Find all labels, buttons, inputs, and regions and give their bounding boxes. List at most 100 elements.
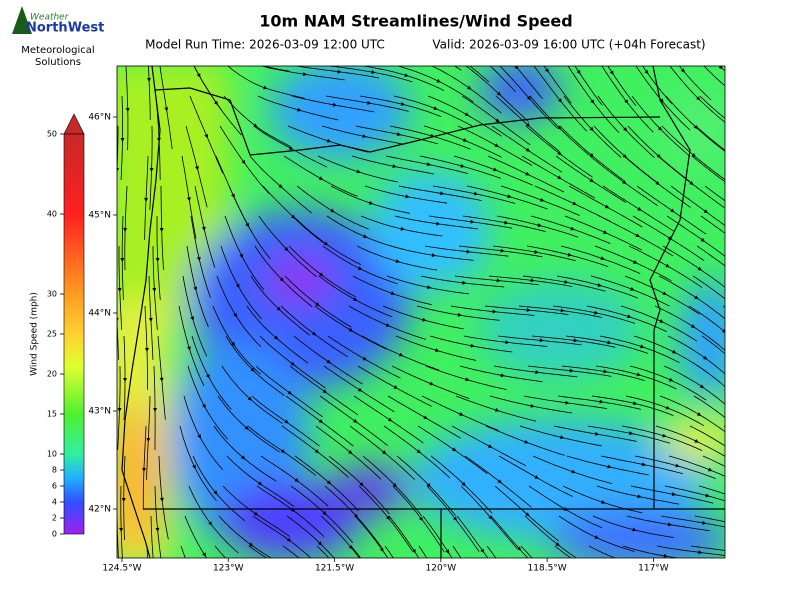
streamline-arrow [572,201,577,206]
streamline-arrow [525,512,530,517]
streamline [724,546,725,547]
logo-tree [12,6,32,34]
streamline-arrow [452,516,457,521]
streamline-arrow [628,431,634,436]
coastline [121,66,161,558]
streamline [432,185,516,204]
streamline-arrow [766,551,770,555]
streamline-arrow [348,544,353,550]
streamline-arrow [500,248,505,253]
streamline-arrow [287,390,293,395]
streamline-arrow [601,500,606,504]
streamline-arrow [311,331,317,336]
streamline [92,66,94,150]
streamline-arrow [117,557,121,558]
streamline-arrow [627,314,632,319]
streamline [384,545,394,558]
streamline [489,395,573,414]
streamline-arrow [663,553,668,558]
streamline-arrow [525,122,531,127]
streamline-arrow [362,356,367,361]
streamline-arrow [123,227,128,232]
streamline [738,66,800,106]
streamline-arrow [738,209,742,213]
streamline-arrow [488,444,493,448]
x-tick-label: 123°W [213,564,244,574]
streamline [330,185,411,214]
streamline-arrow [392,43,396,47]
streamline-arrow [672,349,677,354]
streamline-arrow [665,263,670,268]
streamline [595,365,677,390]
streamline-arrow [315,302,320,307]
streamline-arrow [146,437,151,442]
streamline-arrow [368,200,374,205]
streamline [722,305,725,309]
streamline-arrow [703,209,709,214]
streamline [91,186,93,270]
streamline-arrow [197,434,201,439]
streamline [698,485,725,495]
streamline-arrow [190,316,195,321]
streamline-arrow [730,122,734,126]
streamline-arrow [539,338,544,343]
streamline [358,485,413,552]
streamline-arrow [671,492,677,497]
streamline-arrow [326,138,332,143]
streamline-arrow [112,438,116,442]
streamline [113,396,117,480]
streamline-arrow [322,389,328,394]
streamline [688,305,725,333]
streamline-arrow [87,138,91,142]
streamline-arrow [560,435,565,440]
streamline-arrow [768,239,772,243]
colorbar-tick-label: 10 [47,450,57,459]
streamline [188,485,239,554]
streamline [694,515,725,523]
streamline-arrow [640,344,645,349]
streamline [484,305,569,315]
streamline-arrow [159,377,164,382]
streamline-arrow [144,347,149,352]
streamline [294,455,359,512]
streamline-arrow [357,266,363,270]
streamline-arrow [569,368,574,373]
streamline-arrow [117,167,120,172]
streamline-arrow [637,206,642,211]
streamline-arrow [330,208,335,213]
streamline [736,336,790,400]
streamline [567,66,620,133]
streamline-arrow [125,107,130,112]
streamline-arrow [243,574,247,578]
streamline-arrow [573,338,578,343]
streamline [227,66,305,99]
streamline-arrow [359,482,364,487]
streamline [702,455,725,467]
streamline-arrow [470,343,475,348]
streamline-arrow [462,280,467,285]
y-tick-label: 43°N [88,406,111,416]
streamline-arrow [297,107,302,112]
x-tick-label: 117°W [638,564,669,574]
streamline [327,335,401,379]
streamline-arrow [427,285,432,290]
streamline-arrow [675,463,680,468]
streamline-arrow [702,520,707,525]
streamline [423,125,502,158]
streamline [607,66,637,106]
streamline-arrow [290,214,296,219]
streamline-arrow [753,333,757,337]
streamline [350,545,362,558]
streamline-arrow [381,450,387,455]
streamline-arrow [398,352,404,357]
streamline-arrow [772,208,776,212]
streamline [486,545,497,558]
y-tick-label: 42°N [88,504,111,514]
streamline-arrow [571,469,576,474]
streamline-arrow [348,327,354,332]
colorbar-label: Wind Speed (mph) [30,292,40,376]
streamline-arrow [655,180,660,185]
streamline-arrow [263,85,268,90]
streamline [727,276,788,334]
streamline-arrow [603,369,608,374]
